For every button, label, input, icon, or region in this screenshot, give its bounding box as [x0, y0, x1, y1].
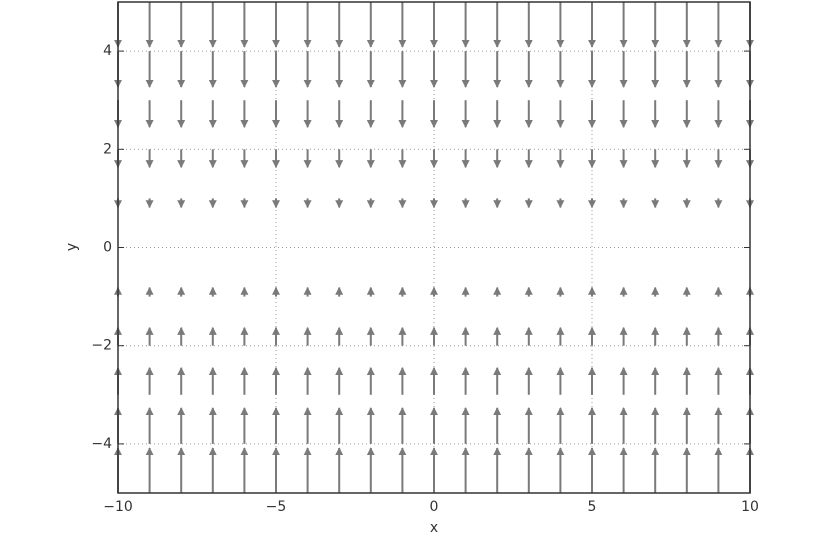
y-tick-label: 4 — [103, 43, 112, 59]
y-tick-label: 2 — [103, 141, 112, 157]
plot-frame — [117, 1, 751, 494]
y-tick-label: −2 — [91, 338, 112, 354]
x-tick-label: 0 — [430, 499, 439, 515]
y-tick-label: 0 — [103, 240, 112, 256]
x-tick-label: 10 — [741, 499, 759, 515]
x-tick-label: 5 — [588, 499, 597, 515]
x-tick-label: −5 — [266, 499, 287, 515]
x-tick-label: −10 — [103, 499, 133, 515]
y-axis-label: y — [64, 243, 80, 251]
y-tick-label: −4 — [91, 436, 112, 452]
x-axis-label: x — [430, 520, 438, 535]
